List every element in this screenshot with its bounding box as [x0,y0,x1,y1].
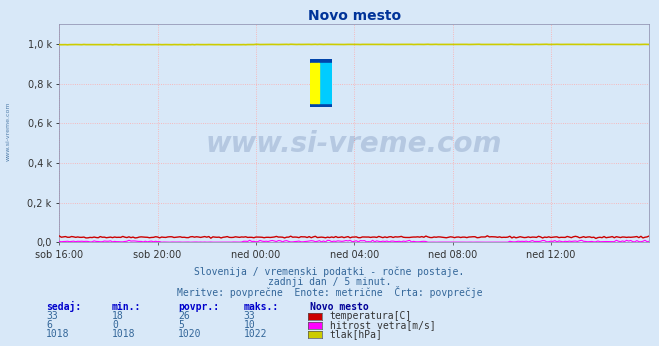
Text: 1020: 1020 [178,329,202,339]
Text: 1022: 1022 [244,329,268,339]
Text: 0: 0 [112,320,118,330]
Text: tlak[hPa]: tlak[hPa] [330,329,382,339]
Text: maks.:: maks.: [244,302,279,312]
Text: povpr.:: povpr.: [178,302,219,312]
Text: 6: 6 [46,320,52,330]
Text: Slovenija / vremenski podatki - ročne postaje.: Slovenija / vremenski podatki - ročne po… [194,266,465,277]
Text: 18: 18 [112,311,124,321]
Text: temperatura[C]: temperatura[C] [330,311,412,321]
Title: Novo mesto: Novo mesto [308,9,401,23]
Text: 26: 26 [178,311,190,321]
Text: 33: 33 [46,311,58,321]
Text: sedaj:: sedaj: [46,301,81,312]
Text: zadnji dan / 5 minut.: zadnji dan / 5 minut. [268,277,391,288]
Text: hitrost vetra[m/s]: hitrost vetra[m/s] [330,320,435,330]
Text: 5: 5 [178,320,184,330]
Text: www.si-vreme.com: www.si-vreme.com [206,130,502,158]
Text: www.si-vreme.com: www.si-vreme.com [5,102,11,161]
Text: min.:: min.: [112,302,142,312]
Text: 1018: 1018 [112,329,136,339]
Text: Meritve: povprečne  Enote: metrične  Črta: povprečje: Meritve: povprečne Enote: metrične Črta:… [177,286,482,298]
Text: 33: 33 [244,311,256,321]
Text: Novo mesto: Novo mesto [310,302,368,312]
Text: 10: 10 [244,320,256,330]
Text: 1018: 1018 [46,329,70,339]
